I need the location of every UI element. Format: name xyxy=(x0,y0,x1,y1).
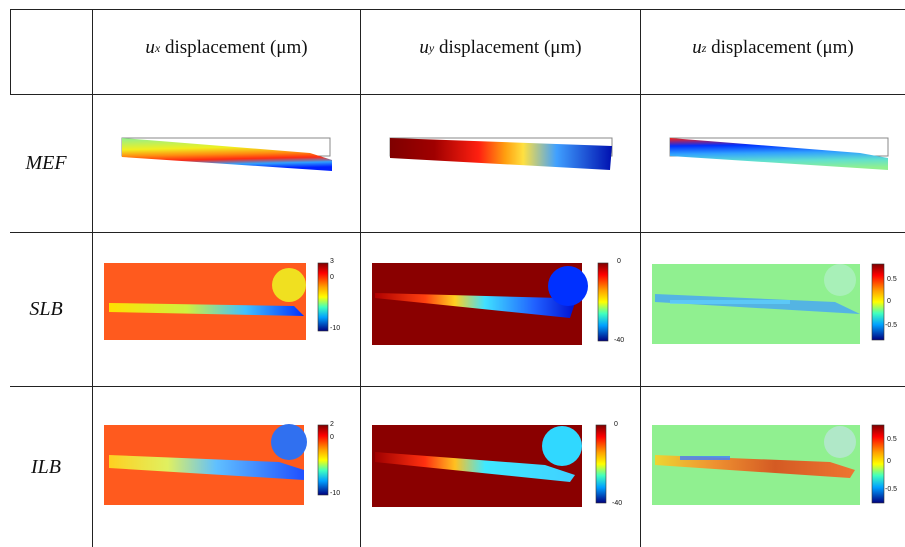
colorbar xyxy=(597,262,609,342)
colorbar-label-bottom: -10 xyxy=(330,490,341,497)
tip-region xyxy=(271,424,307,460)
deformed-beam xyxy=(122,138,332,171)
colorbar-label-mid: 0 xyxy=(330,274,334,281)
beam-region xyxy=(655,455,855,478)
row-label-ilb: ILB xyxy=(31,455,61,478)
colorbar-label-bottom: -40 xyxy=(612,500,623,507)
tip-region xyxy=(548,266,588,306)
colorbar-label-bottom: -0.5 xyxy=(885,322,898,329)
table-rule xyxy=(10,9,905,10)
header-text: displacement (μm) xyxy=(438,37,582,58)
beam-region xyxy=(375,452,575,482)
header-variable: u xyxy=(419,37,429,58)
ilb-uz-plot xyxy=(652,424,885,505)
tip-region xyxy=(272,268,306,302)
beam-region xyxy=(109,303,304,316)
row-label-slb: SLB xyxy=(29,298,63,320)
tip-region xyxy=(824,426,856,458)
table-rule xyxy=(10,94,905,95)
beam-region xyxy=(670,300,790,304)
colorbar-label-bottom: -40 xyxy=(614,337,625,344)
header-text: displacement (μm) xyxy=(711,37,854,58)
beam-region xyxy=(680,456,730,460)
header-text: displacement (μm) xyxy=(164,37,308,58)
colorbar-label-top: 0.5 xyxy=(887,436,897,443)
beam-region xyxy=(109,455,304,480)
colorbar-label-top: 0 xyxy=(614,421,618,428)
header-variable: u xyxy=(145,37,155,58)
colorbar-label-mid: 0 xyxy=(887,298,891,305)
table-rule xyxy=(10,386,905,387)
table-rule xyxy=(10,9,11,95)
table-rule xyxy=(640,9,641,547)
colorbar-label-top: 0 xyxy=(617,258,621,265)
mef-uy-plot xyxy=(389,137,613,170)
header-subscript: y xyxy=(428,40,435,55)
colorbar xyxy=(871,424,885,504)
colorbar-label-top: 0.5 xyxy=(887,276,897,283)
slb-ux-plot xyxy=(104,262,329,340)
colorbar-label-bottom: -10 xyxy=(330,325,341,332)
tip-region xyxy=(542,426,582,466)
deformed-beam xyxy=(390,138,612,170)
colorbar xyxy=(595,424,607,504)
table-rule xyxy=(10,232,905,233)
colorbar xyxy=(871,263,885,341)
header-subscript: x xyxy=(154,40,161,55)
colorbar-label-top: 2 xyxy=(330,421,334,428)
slb-uz-plot xyxy=(652,263,885,344)
beam-region xyxy=(375,293,575,318)
colorbar-label-top: 3 xyxy=(330,258,334,265)
mef-ux-plot xyxy=(121,137,332,171)
mef-uz-plot xyxy=(669,137,889,170)
table-rule xyxy=(360,9,361,547)
colorbar xyxy=(317,424,329,496)
colorbar-label-bottom: -0.5 xyxy=(885,486,898,493)
header-subscript: z xyxy=(701,40,707,55)
header-variable: u xyxy=(692,37,702,58)
row-label-mef: MEF xyxy=(25,152,67,174)
colorbar xyxy=(317,262,329,332)
slb-uy-plot xyxy=(372,262,609,345)
deformed-beam xyxy=(670,138,888,170)
table-rule xyxy=(92,9,93,547)
ilb-uy-plot xyxy=(372,424,607,507)
field-background xyxy=(104,263,306,340)
tip-region xyxy=(824,264,856,296)
colorbar-label-mid: 0 xyxy=(887,458,891,465)
colorbar-label-mid: 0 xyxy=(330,434,334,441)
ilb-ux-plot xyxy=(104,424,329,505)
